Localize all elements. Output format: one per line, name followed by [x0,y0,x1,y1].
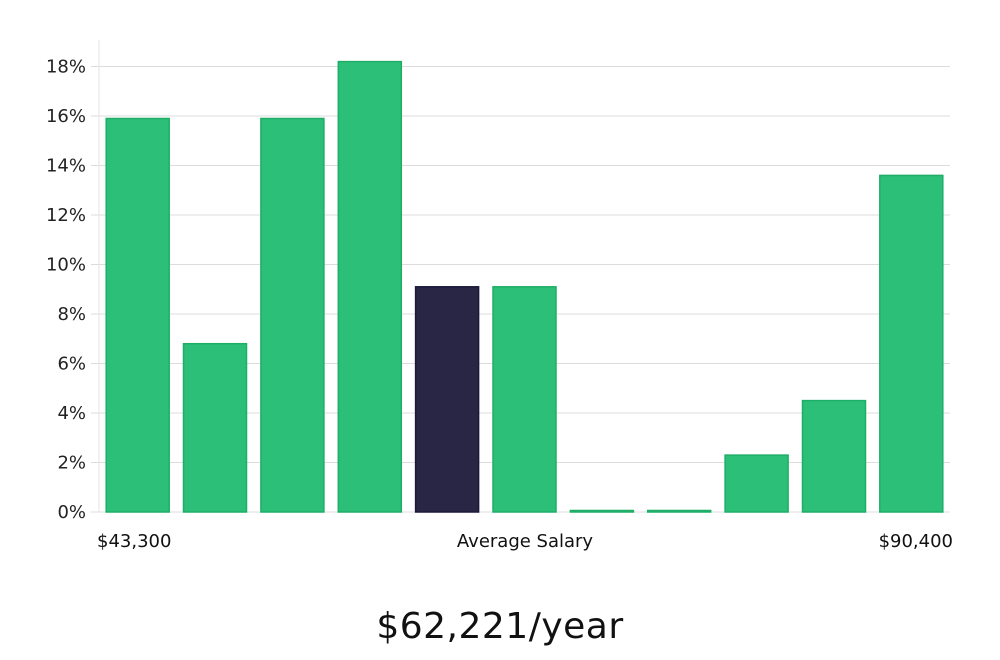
salary-histogram: 0% 2% 4% 6% 8% 10% 12% 14% 16% 18% $43,300 Averag… [46,40,953,552]
ytick-label-6: 6% [57,354,86,375]
bar-11 [879,174,944,513]
ytick-label-14: 14% [46,156,86,177]
bar-8 [646,509,712,513]
ytick-label-8: 8% [57,304,86,325]
y-axis-ticks: 0% 2% 4% 6% 8% 10% 12% 14% 16% 18% [46,57,99,523]
bar-6 [492,286,557,513]
bar-3 [260,117,325,513]
bar-4 [337,60,403,513]
ytick-label-18: 18% [46,57,86,78]
bar-7 [569,509,635,513]
average-salary-value: $62,221/year [376,606,624,647]
bar-1 [105,117,170,513]
bar-10 [801,399,867,513]
ytick-label-2: 2% [57,453,86,474]
ytick-label-10: 10% [46,255,86,276]
ytick-label-0: 0% [57,502,86,523]
x-min-label: $43,300 [97,531,171,552]
ytick-label-12: 12% [46,205,86,226]
bar-2 [182,342,248,513]
bar-9 [724,454,789,513]
bar-average [414,286,480,513]
ytick-label-16: 16% [46,106,86,127]
x-center-label: Average Salary [457,531,594,552]
bars [105,60,944,513]
x-max-label: $90,400 [879,531,953,552]
ytick-label-4: 4% [57,403,86,424]
